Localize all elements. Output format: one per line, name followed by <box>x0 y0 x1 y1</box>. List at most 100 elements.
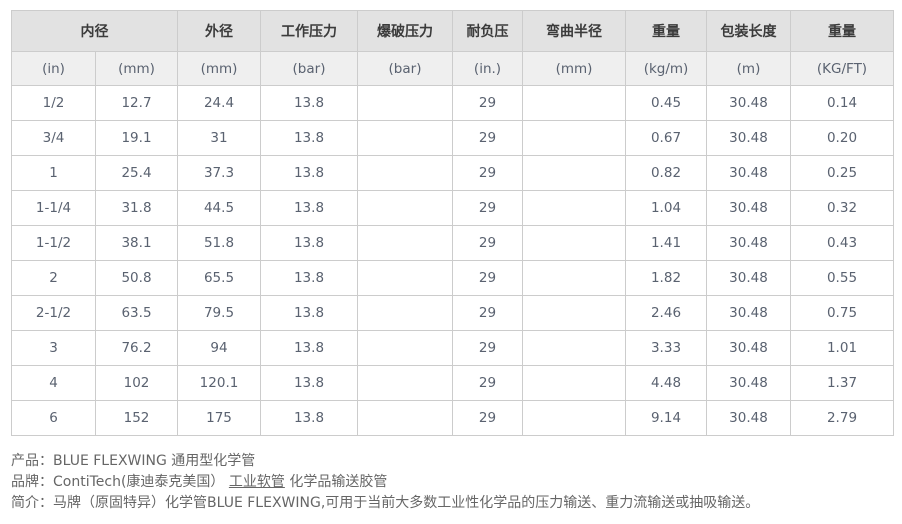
data-cell: 13.8 <box>260 155 358 191</box>
data-cell: 29 <box>452 225 523 261</box>
data-cell <box>522 85 626 121</box>
data-cell: 29 <box>452 295 523 331</box>
intro-label: 简介： <box>11 495 53 511</box>
data-cell: 30.48 <box>706 85 791 121</box>
header-row: 内径 外径 工作压力 爆破压力 耐负压 弯曲半径 重量 包装长度 重量 <box>11 10 894 52</box>
brand-tail: 化学品输送胶管 <box>289 474 388 490</box>
data-cell: 29 <box>452 120 523 156</box>
data-cell: 63.5 <box>95 295 178 331</box>
data-cell: 2 <box>11 260 96 296</box>
table-row: 2-1/2 63.5 79.5 13.8 29 2.46 30.48 0.75 <box>11 295 894 331</box>
data-cell: 3 <box>11 330 96 366</box>
data-cell: 25.4 <box>95 155 178 191</box>
data-cell <box>357 365 453 401</box>
data-cell: 79.5 <box>177 295 261 331</box>
unit-cell-1: (in) <box>11 51 96 86</box>
column-header-3: 工作压力 <box>260 10 358 52</box>
data-cell: 65.5 <box>177 260 261 296</box>
table-row: 3/4 19.1 31 13.8 29 0.67 30.48 0.20 <box>11 120 894 156</box>
data-cell: 19.1 <box>95 120 178 156</box>
data-cell: 0.45 <box>625 85 707 121</box>
data-cell: 3/4 <box>11 120 96 156</box>
product-line: 产品：BLUE FLEXWING 通用型化学管 <box>11 451 893 471</box>
data-cell: 2.46 <box>625 295 707 331</box>
data-cell: 29 <box>452 330 523 366</box>
data-cell: 30.48 <box>706 330 791 366</box>
brand-label: 品牌： <box>11 474 53 490</box>
data-cell: 1.37 <box>790 365 894 401</box>
data-cell: 13.8 <box>260 120 358 156</box>
data-cell <box>522 365 626 401</box>
intro-line: 简介：马牌（原固特异）化学管BLUE FLEXWING,可用于当前大多数工业性化… <box>11 493 893 513</box>
table-row: 3 76.2 94 13.8 29 3.33 30.48 1.01 <box>11 330 894 366</box>
data-cell <box>357 225 453 261</box>
unit-cell-10: (KG/FT) <box>790 51 894 86</box>
data-cell: 6 <box>11 400 96 436</box>
data-cell: 24.4 <box>177 85 261 121</box>
data-cell: 31 <box>177 120 261 156</box>
data-cell: 30.48 <box>706 295 791 331</box>
data-cell: 0.14 <box>790 85 894 121</box>
column-header-5: 耐负压 <box>452 10 523 52</box>
data-cell <box>357 120 453 156</box>
data-cell: 50.8 <box>95 260 178 296</box>
data-cell: 1-1/2 <box>11 225 96 261</box>
data-cell: 38.1 <box>95 225 178 261</box>
data-cell: 13.8 <box>260 330 358 366</box>
unit-row: (in) (mm) (mm) (bar) (bar) (in.) (mm) (kg/m) (m)… <box>11 51 894 86</box>
column-header-7: 重量 <box>625 10 707 52</box>
brand-value: ContiTech(康迪泰克美国） <box>53 474 225 490</box>
data-cell: 29 <box>452 155 523 191</box>
data-cell <box>522 400 626 436</box>
column-header-8: 包装长度 <box>706 10 791 52</box>
data-cell: 76.2 <box>95 330 178 366</box>
data-cell: 29 <box>452 365 523 401</box>
data-cell: 13.8 <box>260 400 358 436</box>
data-cell: 13.8 <box>260 295 358 331</box>
unit-cell-8: (kg/m) <box>625 51 707 86</box>
unit-cell-7: (mm) <box>522 51 626 86</box>
data-cell: 4 <box>11 365 96 401</box>
data-cell: 13.8 <box>260 225 358 261</box>
data-cell <box>522 260 626 296</box>
data-cell <box>357 190 453 226</box>
spec-table: 内径 外径 工作压力 爆破压力 耐负压 弯曲半径 重量 包装长度 重量 (in) (mm) (mm)… <box>11 10 894 436</box>
data-cell: 175 <box>177 400 261 436</box>
column-header-4: 爆破压力 <box>357 10 453 52</box>
data-cell <box>522 225 626 261</box>
table-row: 6 152 175 13.8 29 9.14 30.48 2.79 <box>11 400 894 436</box>
unit-cell-4: (bar) <box>260 51 358 86</box>
data-cell <box>522 155 626 191</box>
table-row: 1-1/4 31.8 44.5 13.8 29 1.04 30.48 0.32 <box>11 190 894 226</box>
product-info: 产品：BLUE FLEXWING 通用型化学管 品牌：ContiTech(康迪泰… <box>11 451 893 513</box>
data-cell: 3.33 <box>625 330 707 366</box>
data-cell: 13.8 <box>260 365 358 401</box>
data-cell: 120.1 <box>177 365 261 401</box>
data-cell: 13.8 <box>260 260 358 296</box>
data-cell: 0.82 <box>625 155 707 191</box>
data-cell <box>357 400 453 436</box>
data-cell: 30.48 <box>706 120 791 156</box>
table-row: 1/2 12.7 24.4 13.8 29 0.45 30.48 0.14 <box>11 85 894 121</box>
data-cell: 51.8 <box>177 225 261 261</box>
data-cell: 2-1/2 <box>11 295 96 331</box>
product-value: BLUE FLEXWING 通用型化学管 <box>53 453 256 469</box>
data-cell: 9.14 <box>625 400 707 436</box>
industrial-hose-link[interactable]: 工业软管 <box>228 474 285 490</box>
data-cell: 1 <box>11 155 96 191</box>
data-cell: 0.75 <box>790 295 894 331</box>
unit-cell-3: (mm) <box>177 51 261 86</box>
data-cell: 30.48 <box>706 365 791 401</box>
data-cell: 30.48 <box>706 400 791 436</box>
data-cell <box>357 330 453 366</box>
data-cell: 1.82 <box>625 260 707 296</box>
data-cell: 30.48 <box>706 260 791 296</box>
data-cell <box>522 120 626 156</box>
data-cell: 0.20 <box>790 120 894 156</box>
unit-cell-9: (m) <box>706 51 791 86</box>
data-cell: 37.3 <box>177 155 261 191</box>
data-cell: 29 <box>452 190 523 226</box>
data-cell: 1.01 <box>790 330 894 366</box>
data-cell <box>522 330 626 366</box>
